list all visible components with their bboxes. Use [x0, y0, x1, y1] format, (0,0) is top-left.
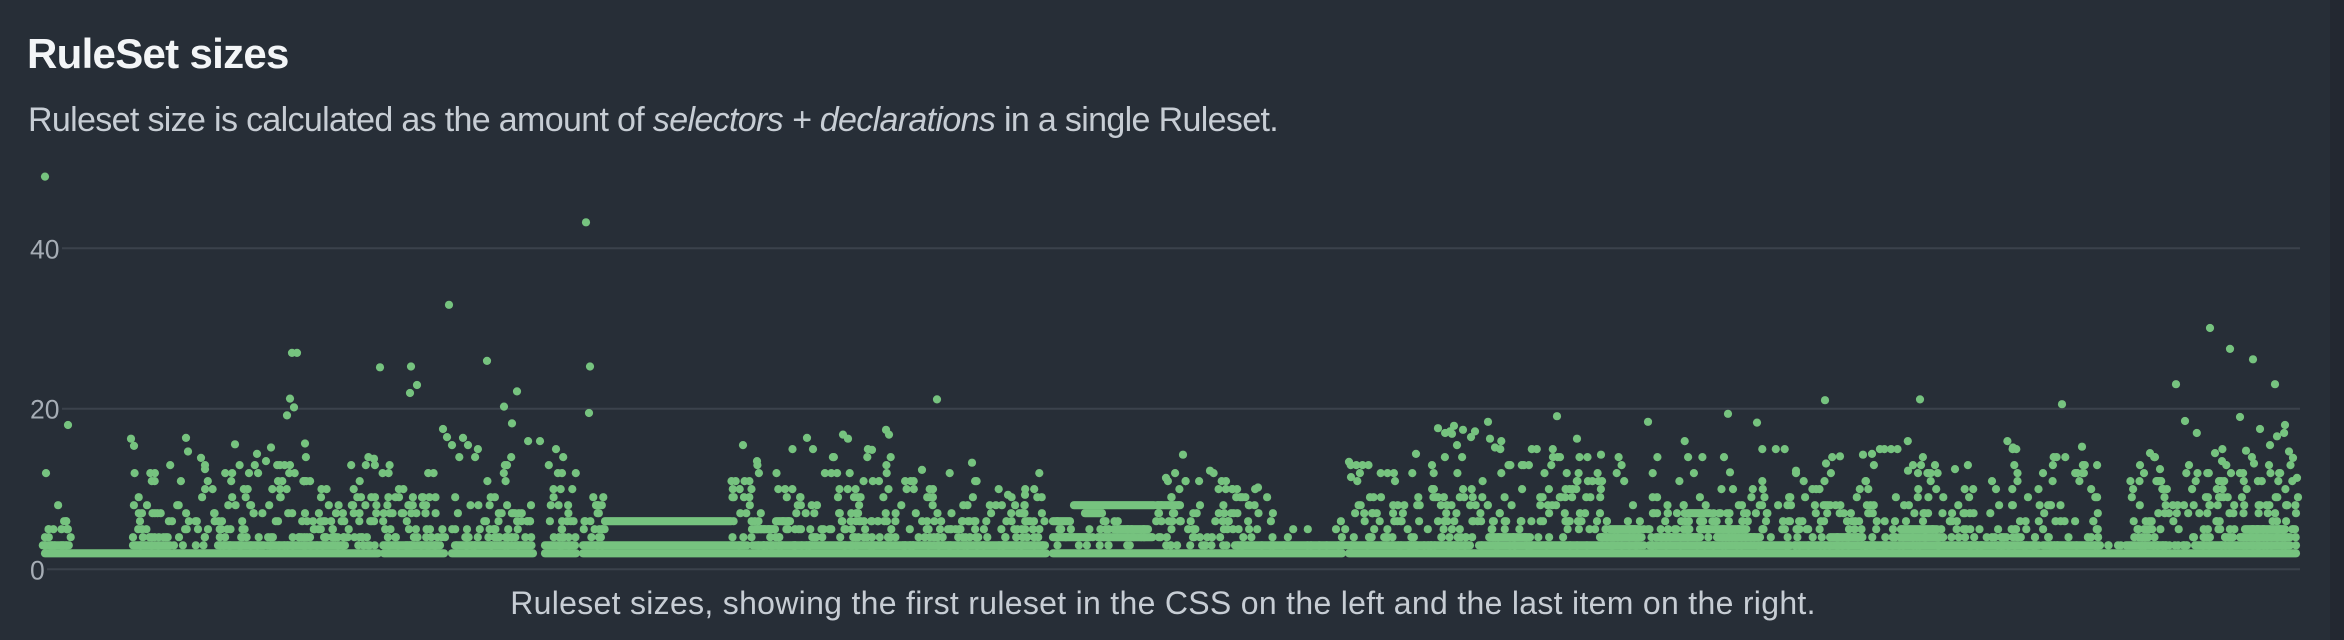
svg-text:20: 20: [30, 395, 59, 425]
svg-text:40: 40: [30, 234, 59, 264]
svg-text:0: 0: [30, 555, 45, 585]
